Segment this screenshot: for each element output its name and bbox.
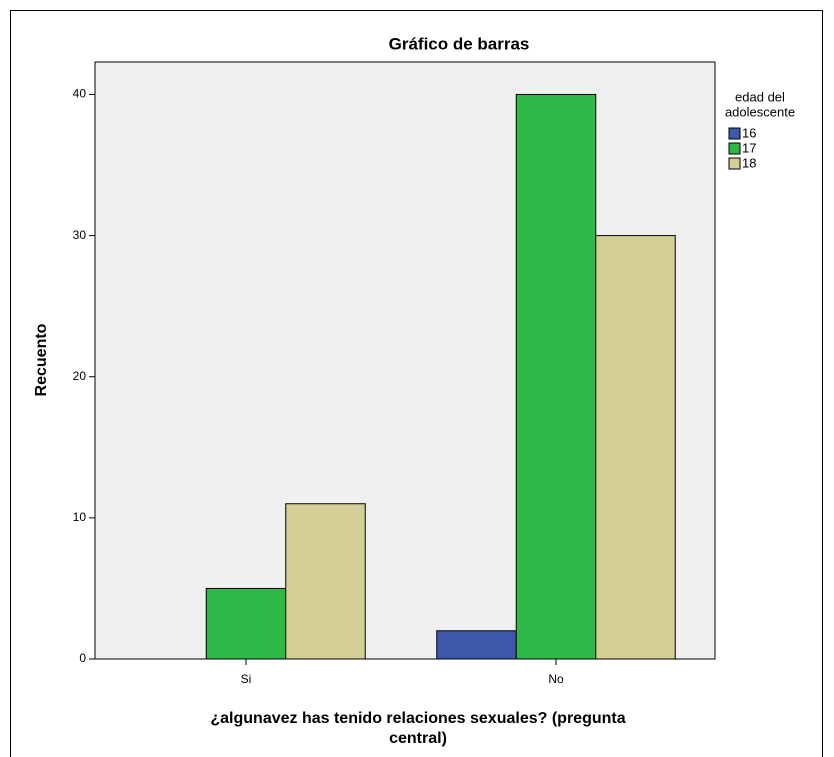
legend-swatch bbox=[728, 142, 741, 155]
bar bbox=[436, 630, 517, 660]
legend-title: adolescente bbox=[725, 104, 795, 119]
y-tick-label: 10 bbox=[73, 510, 87, 524]
legend-label: 16 bbox=[742, 125, 756, 140]
legend-swatch bbox=[728, 157, 741, 170]
legend-swatch bbox=[728, 127, 741, 140]
x-tick-label: Si bbox=[241, 672, 252, 686]
y-tick-label: 0 bbox=[79, 651, 86, 665]
y-axis-title: Recuento bbox=[33, 323, 50, 396]
y-tick-label: 30 bbox=[73, 228, 87, 242]
y-tick-label: 20 bbox=[73, 369, 87, 383]
legend-label: 17 bbox=[742, 140, 756, 155]
legend-title: edad del bbox=[735, 89, 785, 104]
x-tick-label: No bbox=[548, 672, 564, 686]
y-tick-label: 40 bbox=[73, 87, 87, 101]
bar bbox=[595, 235, 676, 660]
frame bbox=[10, 10, 823, 757]
bar bbox=[285, 503, 366, 660]
bar bbox=[205, 587, 287, 660]
x-axis-title: ¿algunavez has tenido relaciones sexuale… bbox=[210, 710, 625, 727]
chart-title: Gráfico de barras bbox=[389, 34, 530, 53]
x-axis-title: central) bbox=[389, 730, 447, 747]
legend-label: 18 bbox=[742, 155, 756, 170]
bar bbox=[515, 93, 597, 660]
